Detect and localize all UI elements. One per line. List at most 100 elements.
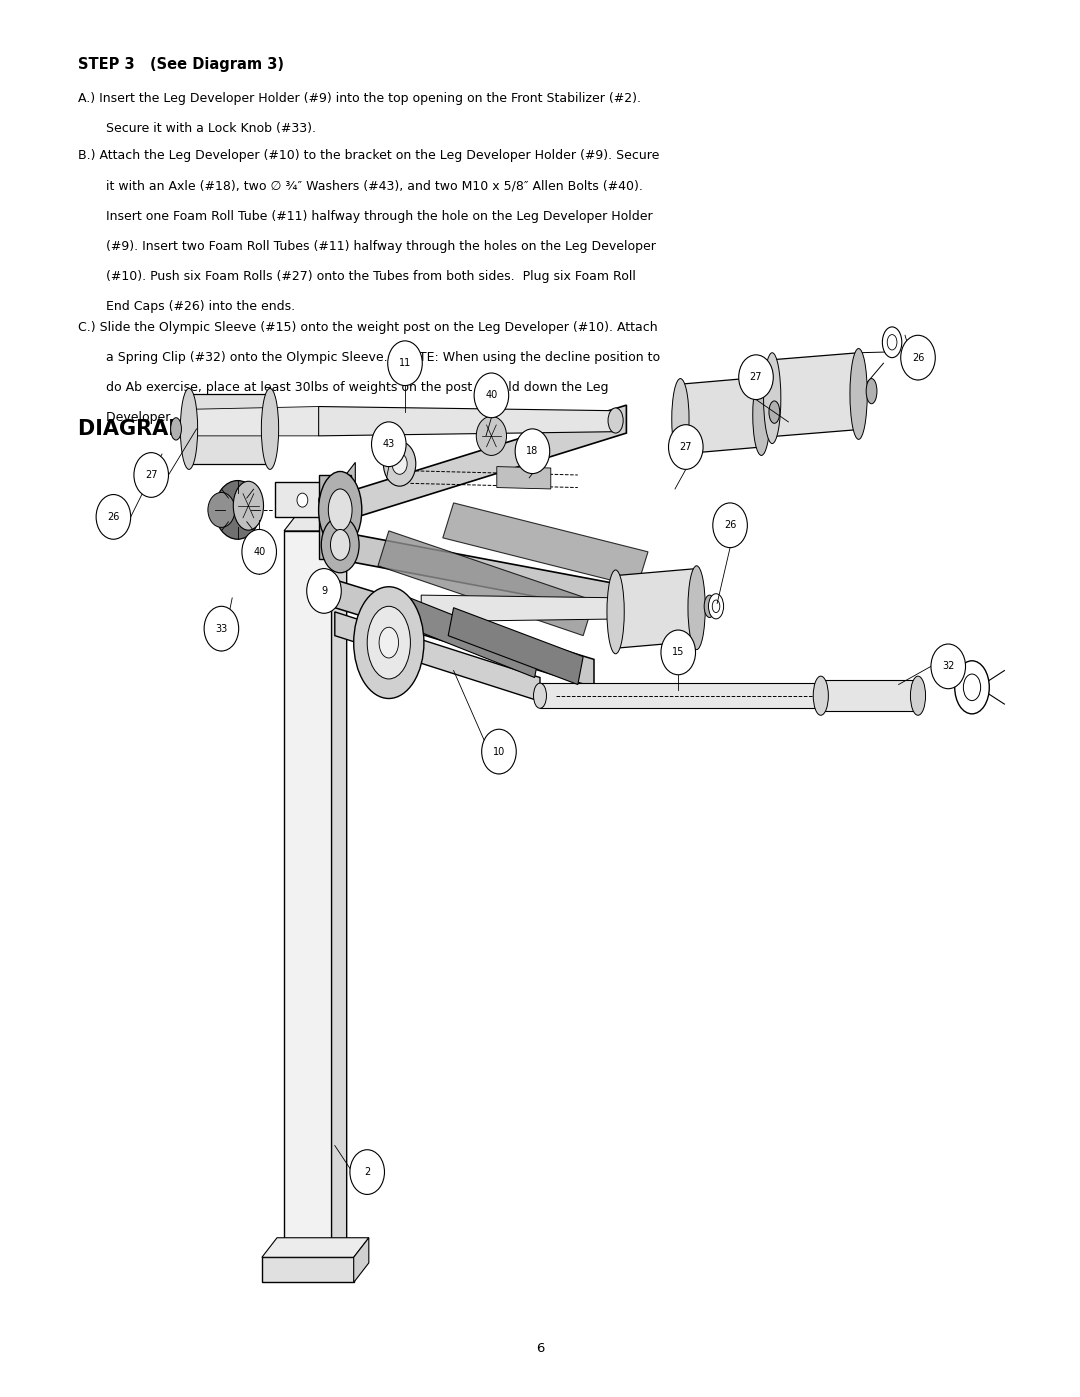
Polygon shape bbox=[383, 590, 540, 678]
Ellipse shape bbox=[319, 493, 329, 507]
Ellipse shape bbox=[607, 570, 624, 654]
Text: Developer.: Developer. bbox=[78, 411, 173, 425]
Text: 33: 33 bbox=[215, 623, 228, 634]
Circle shape bbox=[204, 606, 239, 651]
Text: 2: 2 bbox=[364, 1166, 370, 1178]
Ellipse shape bbox=[367, 606, 410, 679]
Circle shape bbox=[388, 341, 422, 386]
Circle shape bbox=[901, 335, 935, 380]
Ellipse shape bbox=[233, 481, 264, 531]
Polygon shape bbox=[448, 608, 583, 685]
Circle shape bbox=[713, 503, 747, 548]
Ellipse shape bbox=[476, 416, 507, 455]
Text: 40: 40 bbox=[485, 390, 498, 401]
Ellipse shape bbox=[866, 379, 877, 404]
Text: 27: 27 bbox=[679, 441, 692, 453]
Polygon shape bbox=[340, 462, 355, 517]
Text: C.) Slide the Olympic Sleeve (#15) onto the weight post on the Leg Developer (#1: C.) Slide the Olympic Sleeve (#15) onto … bbox=[78, 321, 658, 334]
Circle shape bbox=[482, 729, 516, 774]
Ellipse shape bbox=[207, 493, 235, 527]
Polygon shape bbox=[284, 531, 332, 1257]
Text: 18: 18 bbox=[526, 446, 539, 457]
Circle shape bbox=[931, 644, 966, 689]
Text: Insert one Foam Roll Tube (#11) halfway through the hole on the Leg Developer Ho: Insert one Foam Roll Tube (#11) halfway … bbox=[78, 210, 652, 222]
Circle shape bbox=[307, 569, 341, 613]
Ellipse shape bbox=[850, 349, 867, 440]
Ellipse shape bbox=[171, 418, 181, 440]
Ellipse shape bbox=[261, 388, 279, 469]
Polygon shape bbox=[261, 1238, 369, 1257]
Circle shape bbox=[661, 630, 696, 675]
Ellipse shape bbox=[383, 441, 416, 486]
Text: 32: 32 bbox=[942, 661, 955, 672]
Polygon shape bbox=[616, 569, 697, 648]
Ellipse shape bbox=[688, 566, 705, 650]
Polygon shape bbox=[319, 407, 616, 436]
Ellipse shape bbox=[180, 388, 198, 469]
Text: a Spring Clip (#32) onto the Olympic Sleeve.   NOTE: When using the decline posi: a Spring Clip (#32) onto the Olympic Sle… bbox=[78, 351, 660, 365]
Ellipse shape bbox=[769, 401, 780, 423]
Ellipse shape bbox=[813, 676, 828, 715]
Polygon shape bbox=[189, 407, 319, 436]
Polygon shape bbox=[335, 531, 670, 622]
Polygon shape bbox=[335, 405, 626, 524]
Ellipse shape bbox=[330, 529, 350, 560]
Polygon shape bbox=[443, 503, 648, 587]
Ellipse shape bbox=[534, 683, 546, 708]
Circle shape bbox=[134, 453, 168, 497]
Polygon shape bbox=[261, 1257, 353, 1282]
Ellipse shape bbox=[910, 676, 926, 715]
Text: 11: 11 bbox=[399, 358, 411, 369]
Text: it with an Axle (#18), two ∅ ¾″ Washers (#43), and two M10 x 5/8″ Allen Bolts (#: it with an Axle (#18), two ∅ ¾″ Washers … bbox=[78, 180, 643, 193]
Polygon shape bbox=[772, 353, 859, 436]
Polygon shape bbox=[540, 683, 821, 708]
Ellipse shape bbox=[392, 453, 407, 475]
Polygon shape bbox=[680, 377, 761, 454]
Circle shape bbox=[515, 429, 550, 474]
Text: 10: 10 bbox=[492, 746, 505, 757]
Text: End Caps (#26) into the ends.: End Caps (#26) into the ends. bbox=[78, 299, 295, 313]
Circle shape bbox=[739, 355, 773, 400]
Polygon shape bbox=[335, 612, 540, 701]
Polygon shape bbox=[332, 511, 347, 1257]
Polygon shape bbox=[189, 394, 270, 464]
Text: 27: 27 bbox=[145, 469, 158, 481]
Text: 26: 26 bbox=[912, 352, 924, 363]
Circle shape bbox=[474, 373, 509, 418]
Ellipse shape bbox=[713, 599, 719, 612]
Polygon shape bbox=[421, 595, 626, 622]
Ellipse shape bbox=[764, 353, 781, 444]
Polygon shape bbox=[497, 467, 551, 489]
Text: STEP 3   (See Diagram 3): STEP 3 (See Diagram 3) bbox=[78, 57, 284, 73]
Polygon shape bbox=[275, 497, 355, 517]
Ellipse shape bbox=[672, 379, 689, 460]
Ellipse shape bbox=[319, 472, 362, 549]
Text: (#9). Insert two Foam Roll Tubes (#11) halfway through the holes on the Leg Deve: (#9). Insert two Foam Roll Tubes (#11) h… bbox=[78, 240, 656, 253]
Circle shape bbox=[350, 1150, 384, 1194]
Text: DIAGRAM 3: DIAGRAM 3 bbox=[78, 419, 211, 439]
Circle shape bbox=[242, 529, 276, 574]
Text: A.) Insert the Leg Developer Holder (#9) into the top opening on the Front Stabi: A.) Insert the Leg Developer Holder (#9)… bbox=[78, 92, 640, 105]
Polygon shape bbox=[335, 580, 594, 687]
Polygon shape bbox=[284, 511, 347, 531]
Polygon shape bbox=[353, 1238, 369, 1282]
Ellipse shape bbox=[708, 594, 724, 619]
Ellipse shape bbox=[753, 374, 770, 455]
Text: 26: 26 bbox=[107, 511, 120, 522]
Text: 15: 15 bbox=[672, 647, 685, 658]
Polygon shape bbox=[821, 680, 918, 711]
Text: 6: 6 bbox=[536, 1341, 544, 1355]
Ellipse shape bbox=[887, 335, 897, 351]
Ellipse shape bbox=[215, 481, 260, 539]
Text: 26: 26 bbox=[724, 520, 737, 531]
Ellipse shape bbox=[297, 493, 308, 507]
Ellipse shape bbox=[963, 675, 981, 700]
Text: B.) Attach the Leg Developer (#10) to the bracket on the Leg Developer Holder (#: B.) Attach the Leg Developer (#10) to th… bbox=[78, 149, 659, 162]
Text: 27: 27 bbox=[750, 372, 762, 383]
Text: do Ab exercise, place at least 30lbs of weights on the post to hold down the Leg: do Ab exercise, place at least 30lbs of … bbox=[78, 381, 608, 394]
Text: 40: 40 bbox=[253, 546, 266, 557]
Polygon shape bbox=[319, 475, 351, 559]
Polygon shape bbox=[275, 482, 340, 517]
Circle shape bbox=[96, 495, 131, 539]
Text: (#10). Push six Foam Rolls (#27) onto the Tubes from both sides.  Plug six Foam : (#10). Push six Foam Rolls (#27) onto th… bbox=[78, 270, 636, 282]
